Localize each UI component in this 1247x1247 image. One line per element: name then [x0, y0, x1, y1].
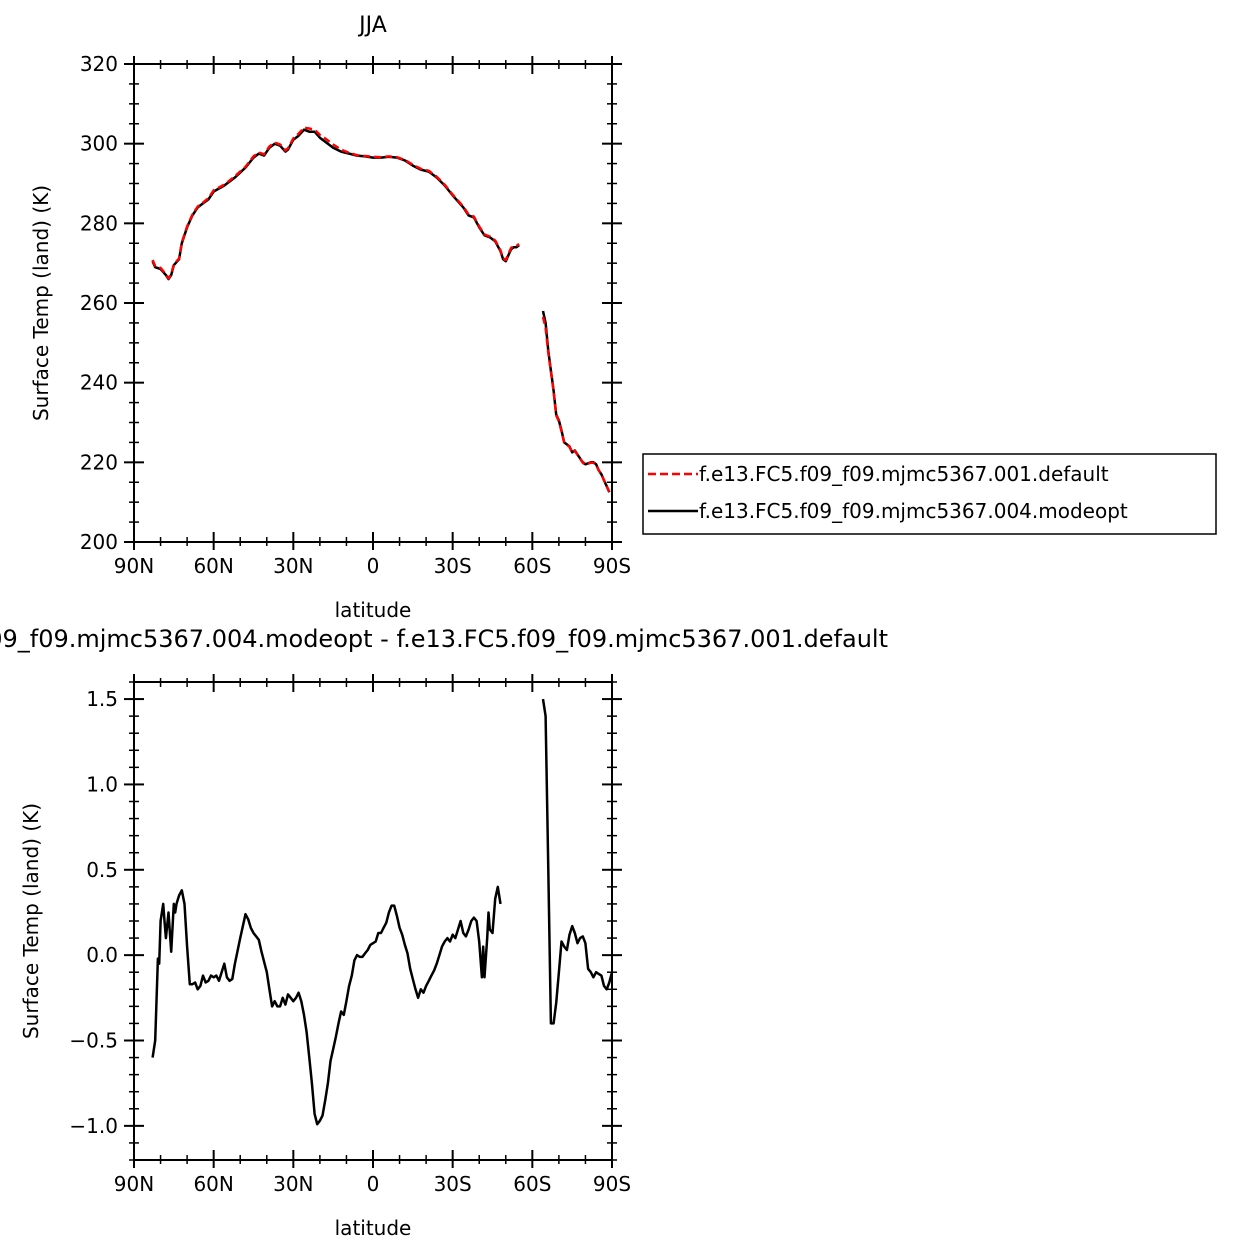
bottom-x-tick-label: 60N: [193, 1172, 233, 1196]
bottom-plot-frame: [133, 681, 613, 1161]
top-x-tick-label: 90S: [593, 554, 631, 578]
top-y-tick-label: 260: [80, 291, 118, 315]
top-panel: JJA 90N 60N 30N 0 30S 60S 90S 200 220 240 260 280 30…: [29, 13, 1217, 622]
top-y-tick-label: 240: [80, 371, 118, 395]
legend-label-modeopt: f.e13.FC5.f09_f09.mjmc5367.004.modeopt: [699, 499, 1128, 523]
bottom-y-tick-label: 0.0: [86, 943, 118, 967]
legend: f.e13.FC5.f09_f09.mjmc5367.001.default f…: [642, 453, 1217, 535]
bottom-x-tick-label: 0: [367, 1172, 380, 1196]
top-y-tick-label: 280: [80, 211, 118, 235]
bottom-x-tick-label: 90S: [593, 1172, 631, 1196]
top-axis-ticks: 90N 60N 30N 0 30S 60S 90S 200 220 240 260 280 300 320: [80, 52, 631, 578]
bottom-x-tick-label: 60S: [513, 1172, 551, 1196]
bottom-series-line-modeopt: [541, 698, 614, 1025]
top-x-axis-label: latitude: [335, 598, 412, 622]
top-y-tick-label: 300: [80, 132, 118, 156]
bottom-y-tick-label: −1.0: [69, 1114, 118, 1138]
top-y-tick-label: 320: [80, 52, 118, 76]
top-x-tick-label: 0: [367, 554, 380, 578]
bottom-axis-ticks: 90N 60N 30N 0 30S 60S 90S −1.0 −0.5 0.0 0.5 1.0 1.5: [69, 674, 631, 1196]
bottom-y-tick-label: 1.0: [86, 772, 118, 796]
top-y-tick-label: 200: [80, 530, 118, 554]
top-y-tick-label: 220: [80, 450, 118, 474]
top-x-tick-label: 30S: [434, 554, 472, 578]
top-x-tick-label: 30N: [273, 554, 313, 578]
top-x-tick-label: 60N: [193, 554, 233, 578]
top-series-line-default: [541, 316, 611, 493]
top-series-line-modeopt: [541, 310, 611, 493]
top-y-axis-label: Surface Temp (land) (K): [29, 185, 53, 421]
top-series-line-modeopt: [151, 128, 520, 281]
bottom-y-axis-label: Surface Temp (land) (K): [19, 803, 43, 1039]
bottom-series-line-modeopt: [151, 885, 502, 1126]
bottom-y-tick-label: 0.5: [86, 858, 118, 882]
top-plot-frame: [133, 63, 613, 543]
top-x-tick-label: 90N: [114, 554, 154, 578]
top-chart-title: JJA: [357, 13, 387, 38]
bottom-y-tick-label: −0.5: [69, 1029, 118, 1053]
top-x-tick-label: 60S: [513, 554, 551, 578]
bottom-y-tick-label: 1.5: [86, 687, 118, 711]
legend-label-default: f.e13.FC5.f09_f09.mjmc5367.001.default: [699, 462, 1109, 486]
bottom-x-tick-label: 30S: [434, 1172, 472, 1196]
bottom-x-tick-label: 30N: [273, 1172, 313, 1196]
top-series-line-default: [151, 126, 520, 280]
bottom-panel: f.e13.FC5.f09_f09.mjmc5367.004.modeopt -…: [0, 625, 888, 1240]
bottom-chart-title: f.e13.FC5.f09_f09.mjmc5367.004.modeopt -…: [0, 625, 888, 653]
legend-box: [642, 453, 1217, 535]
bottom-x-axis-label: latitude: [335, 1216, 412, 1240]
bottom-series-group: [151, 698, 614, 1126]
top-series-group: [151, 126, 611, 493]
bottom-x-tick-label: 90N: [114, 1172, 154, 1196]
